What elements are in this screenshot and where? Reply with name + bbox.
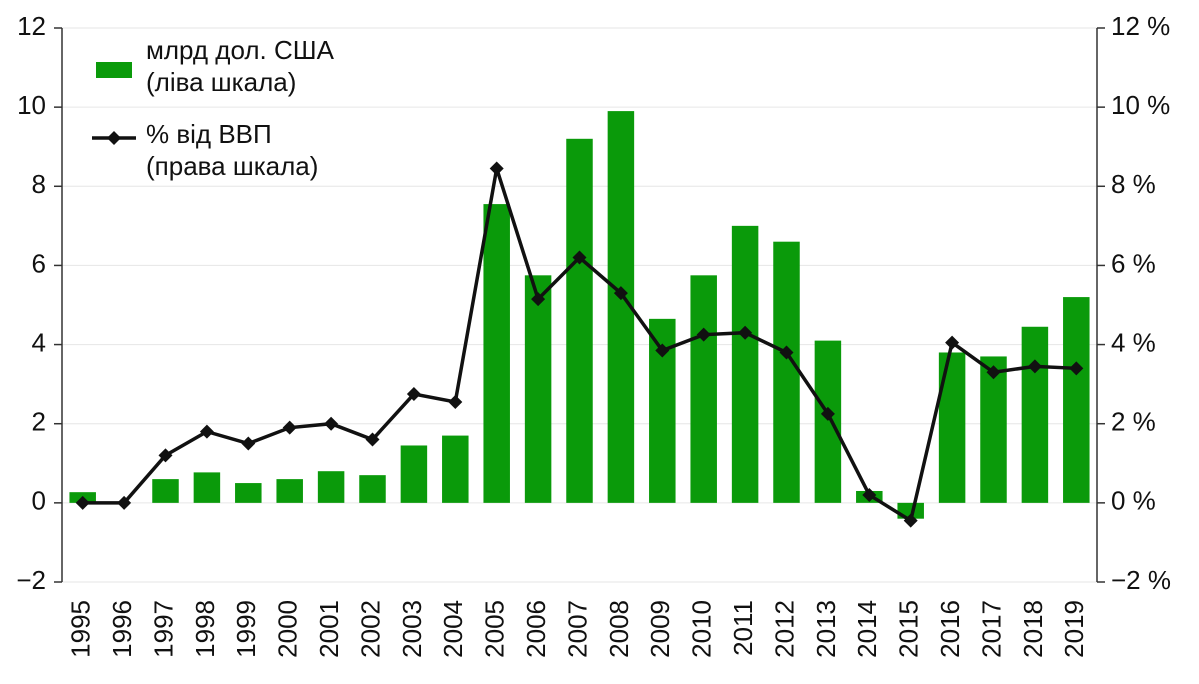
x-tick-label: 2003 (397, 600, 427, 658)
line-marker (406, 387, 421, 402)
x-tick-label: 2004 (438, 600, 468, 658)
x-tick-label: 1997 (148, 600, 178, 658)
bar (442, 435, 469, 503)
x-tick-label: 2000 (273, 600, 303, 658)
x-tick-label: 1996 (107, 600, 137, 658)
line-marker (696, 327, 711, 342)
line-marker (572, 250, 587, 265)
bar (359, 475, 386, 503)
line-marker (903, 513, 918, 528)
bar (814, 340, 842, 503)
line-marker (1027, 359, 1042, 374)
x-tick-label: 2012 (769, 600, 799, 658)
x-tick-label: 2014 (852, 600, 882, 658)
y-tick-label: 8 (32, 169, 46, 199)
x-tick-label: 2017 (976, 600, 1006, 658)
line-marker (199, 424, 214, 439)
y-tick-label: 10 (17, 90, 46, 120)
line-marker (738, 325, 753, 340)
line-marker (365, 432, 380, 447)
x-tick-label: 2006 (521, 600, 551, 658)
line-marker (655, 343, 670, 358)
line-marker (489, 161, 504, 176)
bar (400, 445, 428, 503)
bar (152, 479, 179, 503)
x-tick-label: 2011 (728, 600, 758, 656)
x-tick-label: 2016 (935, 600, 965, 658)
x-tick-label: 2008 (604, 600, 634, 658)
bar (524, 275, 552, 503)
y2-tick-label: 8 % (1111, 169, 1156, 199)
bar (276, 479, 303, 503)
y-tick-label: −2 (16, 565, 46, 595)
y-tick-label: 6 (32, 248, 46, 278)
x-tick-label: 1999 (231, 600, 261, 658)
x-tick-label: 2019 (1059, 600, 1089, 658)
line-marker (158, 448, 173, 463)
line-marker (241, 436, 256, 451)
x-tick-label: 2013 (811, 600, 841, 658)
line-marker (531, 292, 546, 307)
bar (317, 471, 345, 503)
line-marker (945, 335, 960, 350)
x-tick-label: 2007 (562, 600, 592, 658)
bar (773, 241, 800, 503)
y2-tick-label: 4 % (1111, 327, 1156, 357)
line-marker (448, 394, 463, 409)
line-marker (986, 365, 1001, 380)
line-marker (820, 406, 835, 421)
x-tick-label: 1995 (66, 600, 96, 658)
bar (566, 138, 593, 503)
x-tick-label: 2001 (314, 600, 344, 658)
x-tick-label: 2009 (645, 600, 675, 658)
legend-label: млрд дол. США (ліва шкала) (146, 35, 334, 97)
x-tick-label: 2018 (1018, 600, 1048, 658)
y-tick-label: 4 (32, 327, 46, 357)
y2-tick-label: −2 % (1111, 565, 1171, 595)
line-marker (779, 345, 794, 360)
bar (1021, 326, 1049, 503)
bar (1063, 297, 1090, 503)
x-tick-label: 2002 (355, 600, 385, 658)
bar (980, 356, 1007, 503)
legend-label: % від ВВП (права шкала) (146, 119, 319, 181)
y2-tick-label: 10 % (1111, 90, 1170, 120)
bar (731, 225, 759, 503)
legend-swatch (107, 131, 121, 145)
y2-tick-label: 12 % (1111, 11, 1170, 41)
y-tick-label: 12 (17, 11, 46, 41)
y2-tick-label: 2 % (1111, 407, 1156, 437)
x-tick-label: 2010 (687, 600, 717, 658)
line-marker (282, 420, 297, 435)
line-marker (862, 487, 877, 502)
bar (235, 483, 262, 503)
y2-tick-label: 0 % (1111, 486, 1156, 516)
line-marker (117, 495, 132, 510)
line-marker (324, 416, 339, 431)
bar (690, 275, 717, 503)
y-tick-label: 2 (32, 407, 46, 437)
line-marker (1069, 361, 1084, 376)
y2-tick-label: 6 % (1111, 248, 1156, 278)
bar (193, 472, 221, 503)
line-marker (75, 495, 90, 510)
bar (483, 204, 510, 503)
x-tick-label: 2005 (480, 600, 510, 658)
x-tick-label: 2015 (894, 600, 924, 658)
legend-swatch (96, 62, 132, 78)
line-marker (613, 286, 628, 301)
y-tick-label: 0 (32, 486, 46, 516)
x-tick-label: 1998 (190, 600, 220, 658)
